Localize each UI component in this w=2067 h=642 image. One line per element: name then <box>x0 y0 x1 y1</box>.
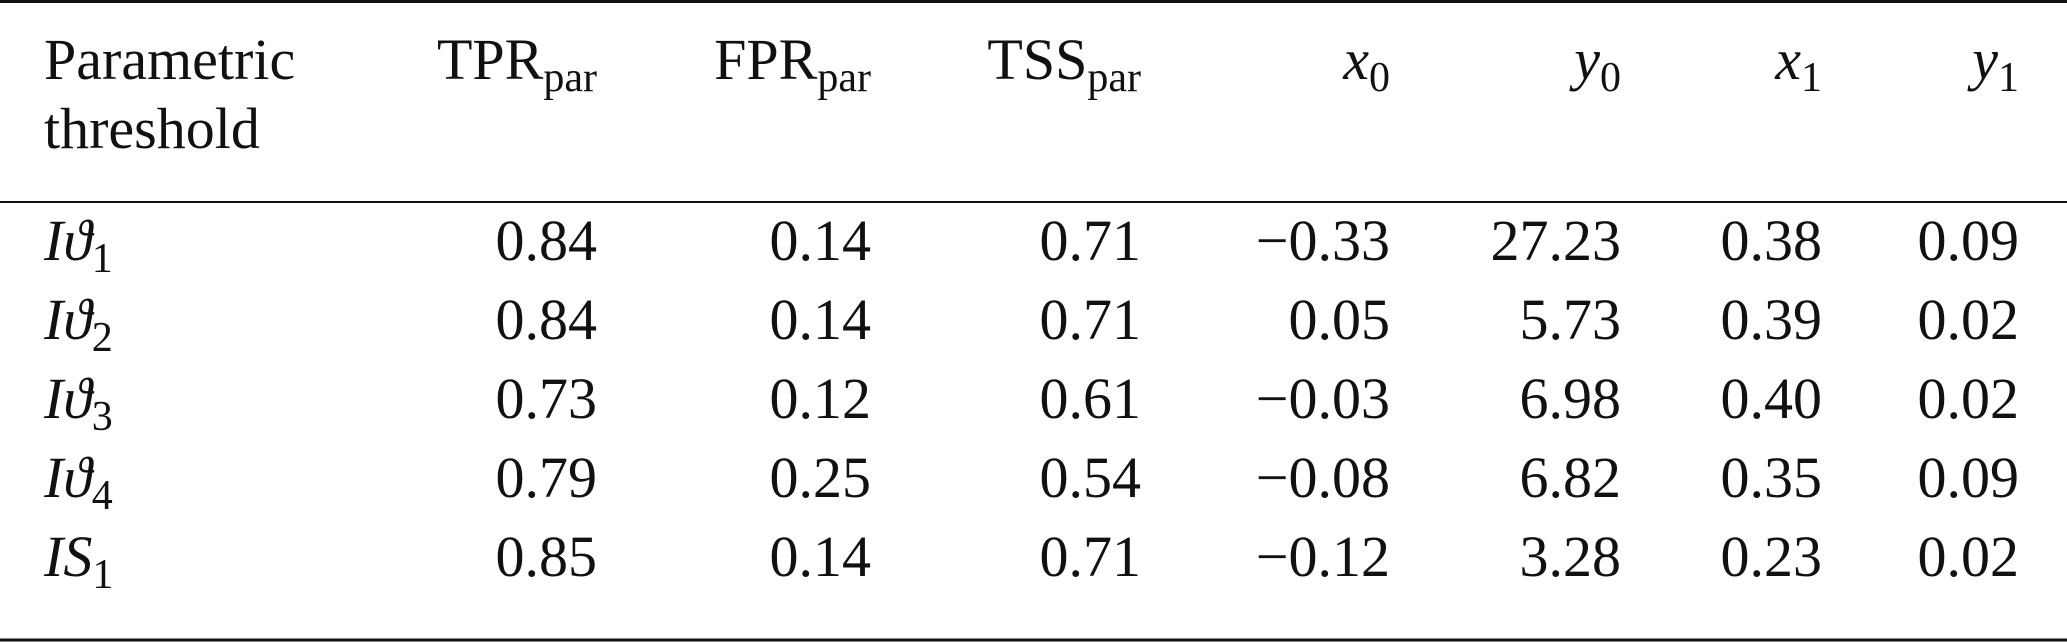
column-header-main: x <box>1342 27 1369 92</box>
header-label: Parametric <box>44 27 295 92</box>
cell: 0.79 <box>496 445 598 510</box>
cell: 0.35 <box>1721 445 1823 510</box>
row-label-sub: 1 <box>92 236 113 282</box>
cell: −0.08 <box>1256 445 1390 510</box>
column-header: y1 <box>1967 27 2019 101</box>
cell: 0.09 <box>1918 208 2020 273</box>
row-label-sub: 1 <box>92 552 113 598</box>
cell: 0.12 <box>770 366 872 431</box>
cell: 0.02 <box>1918 524 2020 589</box>
row-label: Iϑ1 <box>43 208 113 282</box>
column-header: y0 <box>1569 27 1621 101</box>
cell: 0.73 <box>496 366 598 431</box>
cell: 0.71 <box>1040 524 1142 589</box>
cell: 0.85 <box>496 524 598 589</box>
column-header-main: TPR <box>437 27 544 92</box>
cell: 5.73 <box>1520 287 1622 352</box>
row-label: Iϑ4 <box>43 445 113 519</box>
row-label-main: Iϑ <box>43 366 95 431</box>
cell: 0.40 <box>1721 366 1823 431</box>
cell: 0.84 <box>496 287 598 352</box>
column-header: FPRpar <box>714 27 871 101</box>
column-header-sub: par <box>543 55 597 101</box>
column-header: x0 <box>1342 27 1390 101</box>
cell: 0.14 <box>770 287 872 352</box>
column-header-sub: par <box>1087 55 1141 101</box>
column-header: TPRpar <box>437 27 597 101</box>
row-label: IS1 <box>43 524 113 598</box>
row-label-sub: 2 <box>92 315 113 361</box>
cell: 6.98 <box>1520 366 1622 431</box>
cell: −0.33 <box>1256 208 1390 273</box>
column-header-main: y <box>1569 27 1600 92</box>
cell: 6.82 <box>1520 445 1622 510</box>
cell: 0.05 <box>1289 287 1391 352</box>
cell: 0.84 <box>496 208 598 273</box>
cell: 0.09 <box>1918 445 2020 510</box>
column-header-main: TSS <box>987 27 1087 92</box>
cell: 0.71 <box>1040 208 1142 273</box>
column-header-main: y <box>1967 27 1998 92</box>
row-label-main: IS <box>43 524 92 589</box>
column-header-sub: 0 <box>1369 55 1390 101</box>
row-label-sub: 4 <box>92 473 113 519</box>
cell: 0.71 <box>1040 287 1142 352</box>
column-header-sub: 1 <box>1801 55 1822 101</box>
cell: 0.39 <box>1721 287 1823 352</box>
row-label: Iϑ3 <box>43 366 113 440</box>
cell: 3.28 <box>1520 524 1622 589</box>
cell: 0.38 <box>1721 208 1823 273</box>
column-header-main: FPR <box>714 27 818 92</box>
column-header-main: x <box>1774 27 1801 92</box>
cell: −0.12 <box>1256 524 1390 589</box>
cell: 0.25 <box>770 445 872 510</box>
cell: 0.02 <box>1918 287 2020 352</box>
column-header: TSSpar <box>987 27 1141 101</box>
cell: 0.23 <box>1721 524 1823 589</box>
row-label-main: Iϑ <box>43 445 95 510</box>
row-label-main: Iϑ <box>43 287 95 352</box>
cell: 0.61 <box>1040 366 1142 431</box>
column-header-sub: par <box>817 55 871 101</box>
cell: −0.03 <box>1256 366 1390 431</box>
column-header-sub: 0 <box>1600 55 1621 101</box>
cell: 0.14 <box>770 208 872 273</box>
row-label: Iϑ2 <box>43 287 113 361</box>
cell: 27.23 <box>1491 208 1622 273</box>
cell: 0.54 <box>1040 445 1142 510</box>
column-header: x1 <box>1774 27 1822 101</box>
row-label-sub: 3 <box>92 394 113 440</box>
cell: 0.14 <box>770 524 872 589</box>
header-label: threshold <box>44 96 260 161</box>
column-header-sub: 1 <box>1998 55 2019 101</box>
cell: 0.02 <box>1918 366 2020 431</box>
row-label-main: Iϑ <box>43 208 95 273</box>
